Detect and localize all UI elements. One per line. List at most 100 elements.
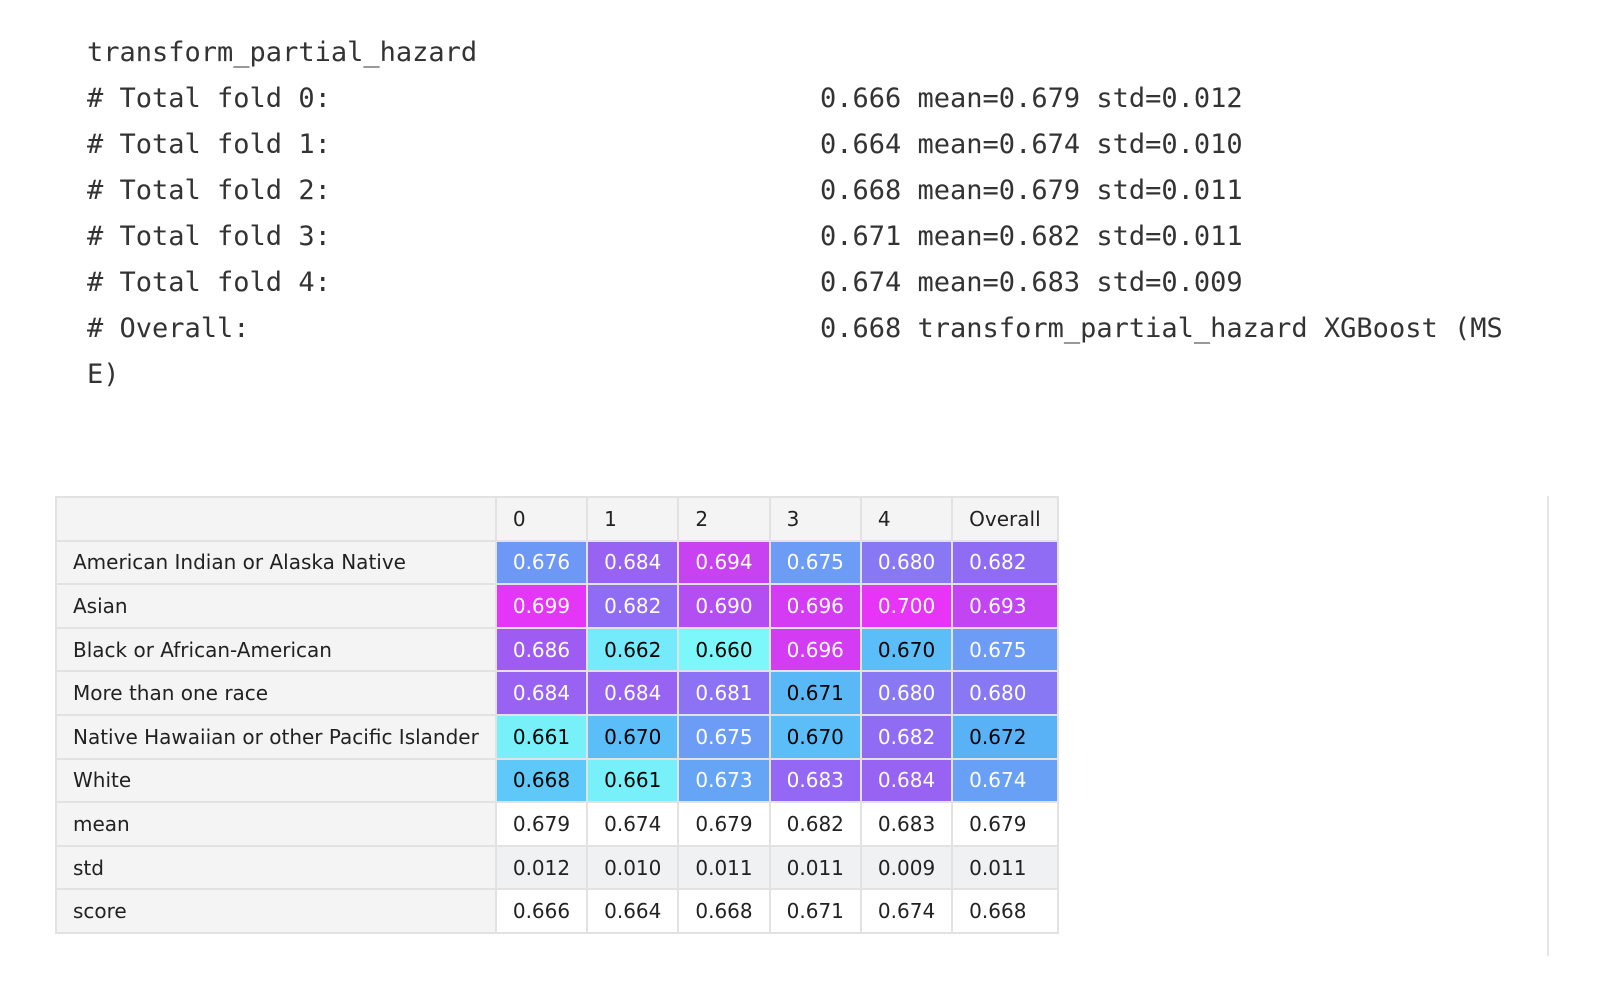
row-label: mean xyxy=(55,801,497,847)
table-cell: 0.699 xyxy=(494,583,589,629)
table-cell: 0.674 xyxy=(586,801,680,847)
table-row: std 0.012 0.010 0.011 0.011 0.009 0.011 xyxy=(55,844,1059,891)
table-cell: 0.679 xyxy=(677,801,771,847)
row-label: std xyxy=(55,844,497,891)
table-cell: 0.662 xyxy=(586,626,680,673)
table-cell: 0.668 xyxy=(951,888,1059,934)
table-cell: 0.679 xyxy=(951,801,1059,847)
table-row: score 0.666 0.664 0.668 0.671 0.674 0.668 xyxy=(55,888,1059,934)
table-cell: 0.682 xyxy=(768,801,862,847)
table-row: American Indian or Alaska Native 0.676 0.6… xyxy=(55,539,1059,586)
table-cell: 0.674 xyxy=(951,757,1059,804)
table-cell: 0.684 xyxy=(586,539,680,586)
line-label: # Total fold 0: xyxy=(87,83,331,114)
table-cell: 0.670 xyxy=(859,626,954,673)
header-row: 0 1 2 3 4 Overall xyxy=(55,496,1059,542)
output-line: # Total fold 3: 0.671 mean=0.682 std=0.01… xyxy=(87,214,1522,260)
table-cell: 0.682 xyxy=(951,539,1059,586)
table-cell: 0.693 xyxy=(951,583,1059,629)
row-label: Native Hawaiian or other Pacific Islande… xyxy=(55,713,497,760)
table-cell: 0.668 xyxy=(677,888,771,934)
table-cell: 0.660 xyxy=(677,626,771,673)
column-header: 2 xyxy=(677,496,771,542)
output-line: # Total fold 0: 0.666 mean=0.679 std=0.01… xyxy=(87,76,1522,122)
line-label: # Total fold 4: xyxy=(87,267,331,298)
table-cell: 0.694 xyxy=(677,539,771,586)
text-output: transform_partial_hazard # Total fold 0:… xyxy=(87,30,1522,398)
table-cell: 0.670 xyxy=(586,713,680,760)
table-cell: 0.664 xyxy=(586,888,680,934)
table-cell: 0.676 xyxy=(494,539,589,586)
table-cell: 0.682 xyxy=(586,583,680,629)
table-cell: 0.681 xyxy=(677,670,771,716)
row-label: Asian xyxy=(55,583,497,629)
table-cell: 0.684 xyxy=(859,757,954,804)
divider xyxy=(1547,496,1549,956)
table-cell: 0.012 xyxy=(494,844,589,891)
column-header: 1 xyxy=(586,496,680,542)
line-text: 0.666 mean=0.679 std=0.012 xyxy=(820,83,1243,114)
table-cell: 0.673 xyxy=(677,757,771,804)
table-cell: 0.675 xyxy=(677,713,771,760)
table-row: Asian 0.699 0.682 0.690 0.696 0.700 0.693 xyxy=(55,583,1059,629)
table-cell: 0.671 xyxy=(768,670,862,716)
table-cell: 0.672 xyxy=(951,713,1059,760)
line-label: # Overall: xyxy=(87,313,250,344)
line-text: 0.668 transform_partial_hazard XGBoost (… xyxy=(87,313,1503,390)
output-line: # Total fold 2: 0.668 mean=0.679 std=0.01… xyxy=(87,168,1522,214)
line-label: # Total fold 2: xyxy=(87,175,331,206)
table-cell: 0.671 xyxy=(768,888,862,934)
row-label: American Indian or Alaska Native xyxy=(55,539,497,586)
table-cell: 0.011 xyxy=(677,844,771,891)
line-label: # Total fold 3: xyxy=(87,221,331,252)
line-label: # Total fold 1: xyxy=(87,129,331,160)
table-row: Black or African-American 0.686 0.662 0.660… xyxy=(55,626,1059,673)
table-cell: 0.680 xyxy=(951,670,1059,716)
column-header: Overall xyxy=(951,496,1059,542)
table-cell: 0.011 xyxy=(768,844,862,891)
row-label: White xyxy=(55,757,497,804)
table-cell: 0.690 xyxy=(677,583,771,629)
table-cell: 0.684 xyxy=(494,670,589,716)
column-header: 0 xyxy=(494,496,589,542)
output-line: # Overall: 0.668 transform_partial_hazard… xyxy=(87,306,1522,398)
table-cell: 0.682 xyxy=(859,713,954,760)
corner-cell xyxy=(55,496,497,542)
row-label: score xyxy=(55,888,497,934)
output-line: # Total fold 4: 0.674 mean=0.683 std=0.00… xyxy=(87,260,1522,306)
table-cell: 0.680 xyxy=(859,539,954,586)
table-cell: 0.696 xyxy=(768,626,862,673)
table-cell: 0.009 xyxy=(859,844,954,891)
table-cell: 0.675 xyxy=(768,539,862,586)
column-header: 3 xyxy=(768,496,862,542)
table-row: More than one race 0.684 0.684 0.681 0.671 0.… xyxy=(55,670,1059,716)
table-row: Native Hawaiian or other Pacific Islande… xyxy=(55,713,1059,760)
table-cell: 0.661 xyxy=(586,757,680,804)
table-cell: 0.670 xyxy=(768,713,862,760)
table-cell: 0.675 xyxy=(951,626,1059,673)
table-cell: 0.666 xyxy=(494,888,589,934)
line-text: 0.664 mean=0.674 std=0.010 xyxy=(820,129,1243,160)
table-cell: 0.684 xyxy=(586,670,680,716)
line-text: 0.668 mean=0.679 std=0.011 xyxy=(820,175,1243,206)
table-cell: 0.680 xyxy=(859,670,954,716)
row-label: More than one race xyxy=(55,670,497,716)
table-cell: 0.686 xyxy=(494,626,589,673)
line-text: 0.671 mean=0.682 std=0.011 xyxy=(820,221,1243,252)
table-cell: 0.674 xyxy=(859,888,954,934)
table-cell: 0.696 xyxy=(768,583,862,629)
line-text: 0.674 mean=0.683 std=0.009 xyxy=(820,267,1243,298)
row-label: Black or African-American xyxy=(55,626,497,673)
column-header: 4 xyxy=(859,496,954,542)
styled-table: 0 1 2 3 4 Overall American Indian or Alaska Na… xyxy=(55,496,1059,934)
table-cell: 0.683 xyxy=(768,757,862,804)
output-line: # Total fold 1: 0.664 mean=0.674 std=0.01… xyxy=(87,122,1522,168)
table-cell: 0.700 xyxy=(859,583,954,629)
table-cell: 0.679 xyxy=(494,801,589,847)
output-title: transform_partial_hazard xyxy=(87,37,478,68)
table-cell: 0.011 xyxy=(951,844,1059,891)
table-cell: 0.010 xyxy=(586,844,680,891)
table-row: White 0.668 0.661 0.673 0.683 0.684 0.674 xyxy=(55,757,1059,804)
table-cell: 0.661 xyxy=(494,713,589,760)
